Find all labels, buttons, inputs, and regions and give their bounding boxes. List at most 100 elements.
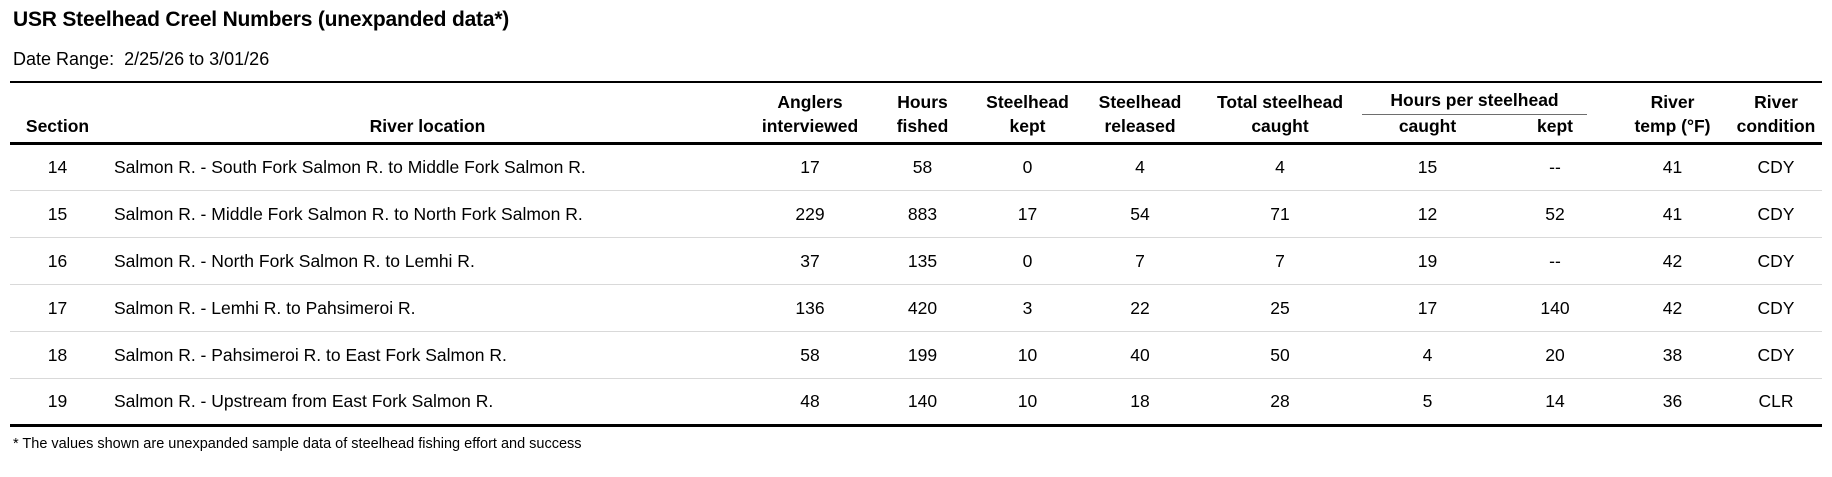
hps-kept-cell: 20: [1495, 331, 1615, 379]
anglers-cell: 58: [750, 331, 870, 379]
steelhead-released-cell: 18: [1130, 391, 1150, 411]
hps-caught-cell: 17: [1360, 284, 1495, 332]
river-location-cell: Salmon R. - Upstream from East Fork Salm…: [114, 391, 494, 411]
steelhead-released-cell: 54: [1080, 190, 1200, 238]
steelhead-kept-cell: 10: [1017, 391, 1038, 411]
header-row-2: Section River location interviewed fishe…: [10, 115, 1822, 145]
table-row: 19 Salmon R. - Upstream from East Fork S…: [10, 379, 1822, 426]
steelhead-kept-cell: 0: [975, 143, 1080, 191]
page-title: USR Steelhead Creel Numbers (unexpanded …: [13, 8, 510, 31]
river-condition-cell: CDY: [1730, 143, 1822, 191]
header-temp-line2: temp (°F): [1615, 115, 1730, 145]
total-caught-cell: 28: [1270, 391, 1290, 411]
river-temp-cell: 42: [1615, 237, 1730, 285]
header-kept-line2: kept: [975, 115, 1080, 145]
table-body: 14 Salmon R. - South Fork Salmon R. to M…: [10, 143, 1822, 426]
creel-table: Anglers Hours Steelhead Steelhead Total …: [10, 81, 1822, 427]
river-location-cell: Salmon R. - Middle Fork Salmon R. to Nor…: [105, 190, 750, 238]
river-temp-cell: 42: [1615, 284, 1730, 332]
anglers-cell: 48: [800, 391, 820, 411]
total-caught-cell: 7: [1200, 237, 1360, 285]
hours-fished-cell: 199: [870, 331, 975, 379]
section-cell: 14: [10, 143, 105, 191]
anglers-cell: 229: [750, 190, 870, 238]
hps-kept-cell: --: [1495, 237, 1615, 285]
header-anglers-line1: Anglers: [777, 92, 843, 112]
river-location-cell: Salmon R. - Lemhi R. to Pahsimeroi R.: [105, 284, 750, 332]
total-caught-cell: 71: [1200, 190, 1360, 238]
section-cell: 16: [10, 237, 105, 285]
steelhead-released-cell: 7: [1080, 237, 1200, 285]
river-location-cell: Salmon R. - North Fork Salmon R. to Lemh…: [105, 237, 750, 285]
date-range-label: Date Range:: [13, 49, 115, 69]
hps-caught-cell: 12: [1360, 190, 1495, 238]
steelhead-kept-cell: 17: [975, 190, 1080, 238]
steelhead-released-cell: 4: [1080, 143, 1200, 191]
river-condition-cell: CDY: [1730, 237, 1822, 285]
hps-kept-cell: 140: [1495, 284, 1615, 332]
header-section-spacer: [10, 82, 105, 115]
header-hours-line1: Hours: [897, 92, 948, 112]
header-anglers-line2: interviewed: [750, 115, 870, 145]
hps-caught-cell: 4: [1360, 331, 1495, 379]
hps-caught-cell: 5: [1422, 391, 1433, 411]
table-row: 15 Salmon R. - Middle Fork Salmon R. to …: [10, 190, 1822, 238]
anglers-cell: 136: [750, 284, 870, 332]
date-range-value: 2/25/26 to 3/01/26: [124, 49, 270, 69]
river-temp-cell: 36: [1662, 391, 1683, 411]
header-released-line2: released: [1080, 115, 1200, 145]
hps-caught-cell: 19: [1360, 237, 1495, 285]
anglers-cell: 17: [750, 143, 870, 191]
total-caught-cell: 50: [1200, 331, 1360, 379]
header-released-line1: Steelhead: [1098, 92, 1182, 112]
river-temp-cell: 38: [1615, 331, 1730, 379]
total-caught-cell: 25: [1200, 284, 1360, 332]
river-condition-cell: CLR: [1758, 391, 1794, 411]
section-cell: 19: [47, 391, 68, 411]
hours-fished-cell: 883: [870, 190, 975, 238]
header-hours-line2: fished: [870, 115, 975, 145]
section-cell: 15: [10, 190, 105, 238]
header-hours-per-steelhead-group: Hours per steelhead: [1360, 82, 1615, 115]
hours-per-steelhead-group-label: Hours per steelhead: [1362, 90, 1587, 115]
header-hps-caught: caught: [1360, 115, 1495, 145]
river-location-cell: Salmon R. - South Fork Salmon R. to Midd…: [105, 143, 750, 191]
header-location-spacer: [105, 82, 750, 115]
hps-kept-cell: 14: [1545, 391, 1565, 411]
river-temp-cell: 41: [1615, 143, 1730, 191]
header-temp-line1: River: [1650, 92, 1695, 112]
hps-kept-cell: 52: [1495, 190, 1615, 238]
steelhead-released-cell: 40: [1080, 331, 1200, 379]
section-cell: 17: [10, 284, 105, 332]
steelhead-released-cell: 22: [1080, 284, 1200, 332]
table-row: 16 Salmon R. - North Fork Salmon R. to L…: [10, 237, 1822, 285]
table-row: 17 Salmon R. - Lemhi R. to Pahsimeroi R.…: [10, 284, 1822, 332]
hours-fished-cell: 140: [907, 391, 938, 411]
header-hps-kept: kept: [1495, 115, 1615, 145]
header-condition-line1: River: [1754, 92, 1798, 112]
header-row-1: Anglers Hours Steelhead Steelhead Total …: [10, 82, 1822, 115]
steelhead-kept-cell: 10: [975, 331, 1080, 379]
table-row: 18 Salmon R. - Pahsimeroi R. to East For…: [10, 331, 1822, 379]
header-section: Section: [10, 115, 105, 145]
total-caught-cell: 4: [1200, 143, 1360, 191]
hours-fished-cell: 58: [870, 143, 975, 191]
hps-kept-cell: --: [1495, 143, 1615, 191]
header-total-line1: Total steelhead: [1216, 92, 1344, 112]
header-kept-line1: Steelhead: [986, 92, 1069, 112]
hours-fished-cell: 135: [870, 237, 975, 285]
river-condition-cell: CDY: [1730, 284, 1822, 332]
date-range: Date Range: 2/25/26 to 3/01/26: [0, 49, 1832, 70]
hours-fished-cell: 420: [870, 284, 975, 332]
river-condition-cell: CDY: [1730, 190, 1822, 238]
steelhead-kept-cell: 3: [975, 284, 1080, 332]
header-total-line2: caught: [1200, 115, 1360, 145]
steelhead-kept-cell: 0: [975, 237, 1080, 285]
header-condition-line2: condition: [1730, 115, 1822, 145]
anglers-cell: 37: [750, 237, 870, 285]
river-condition-cell: CDY: [1730, 331, 1822, 379]
river-temp-cell: 41: [1615, 190, 1730, 238]
header-river-location: River location: [105, 115, 750, 145]
table-row: 14 Salmon R. - South Fork Salmon R. to M…: [10, 143, 1822, 191]
